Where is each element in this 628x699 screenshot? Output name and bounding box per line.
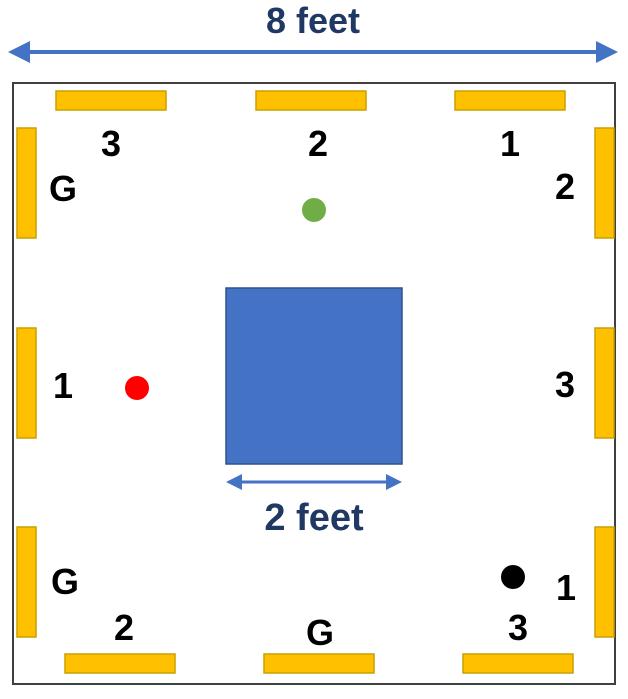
- arrow-left-head: [8, 41, 30, 63]
- obstacle-arrow-right-head: [386, 474, 402, 490]
- wall-bar-top-right: [454, 90, 566, 111]
- wall-bar-bottom-center: [263, 653, 375, 674]
- wall-label-right-middle: 3: [555, 364, 575, 405]
- arrow-right-head: [596, 41, 618, 63]
- black-dot: [501, 565, 525, 589]
- wall-label-bottom-center: G: [306, 612, 334, 653]
- wall-label-left-top: G: [49, 168, 77, 209]
- wall-label-right-top: 2: [555, 166, 575, 207]
- wall-label-right-bottom: 1: [556, 567, 576, 608]
- obstacle-width-dimension: 2 feet: [226, 474, 402, 539]
- obstacle-width-label: 2 feet: [264, 497, 364, 539]
- wall-bar-right-bottom: [594, 526, 615, 638]
- red-dot: [125, 376, 149, 400]
- room-width-label: 8 feet: [266, 0, 360, 41]
- wall-label-left-bottom: G: [51, 561, 79, 602]
- wall-label-left-middle: 1: [53, 365, 73, 406]
- wall-bar-bottom-right: [462, 653, 574, 674]
- wall-bar-left-middle: [16, 327, 37, 439]
- wall-bar-right-middle: [594, 327, 615, 439]
- wall-label-top-center: 2: [308, 123, 328, 164]
- wall-bar-left-bottom: [16, 526, 37, 638]
- wall-bar-bottom-left: [64, 653, 176, 674]
- wall-bar-right-top: [594, 127, 615, 239]
- obstacle-arrow-left-head: [226, 474, 242, 490]
- wall-bar-top-left: [55, 90, 167, 111]
- wall-label-bottom-right: 3: [508, 607, 528, 648]
- wall-label-bottom-left: 2: [114, 607, 134, 648]
- wall-label-top-right: 1: [500, 123, 520, 164]
- wall-bar-top-center: [255, 90, 367, 111]
- wall-bar-left-top: [16, 127, 37, 239]
- wall-label-top-left: 3: [101, 123, 121, 164]
- room-width-dimension: 8 feet: [8, 0, 618, 63]
- central-obstacle: [225, 287, 403, 465]
- green-dot: [302, 198, 326, 222]
